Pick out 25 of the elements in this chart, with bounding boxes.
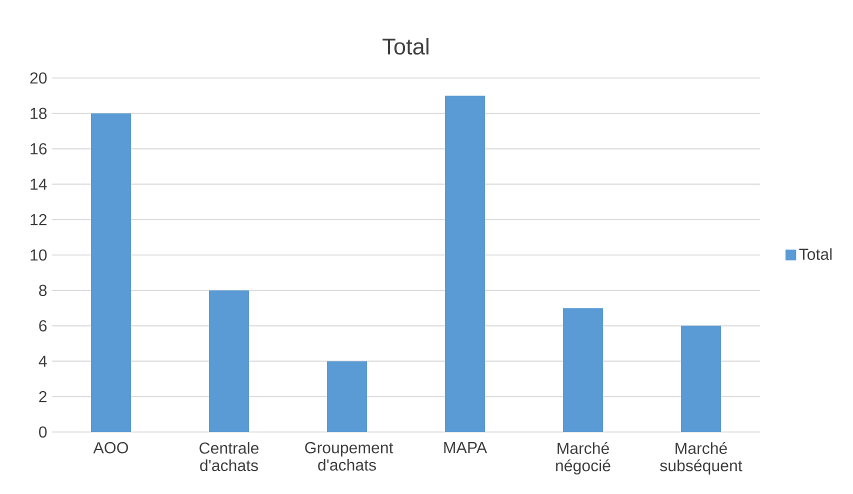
y-tick-label: 16: [30, 143, 47, 154]
bar: [445, 96, 486, 432]
x-tick-label: Groupement d'achats: [305, 442, 394, 471]
y-tick-label: 20: [30, 72, 47, 84]
y-tick-label: 8: [39, 284, 47, 296]
bar: [563, 308, 603, 432]
bar: [327, 361, 367, 432]
x-tick-label: AOO: [93, 442, 128, 454]
x-tick-label: Marché négocié: [556, 442, 610, 474]
y-tick-label: 18: [30, 108, 47, 120]
bar: [209, 290, 250, 432]
y-tick-label: 12: [30, 214, 46, 226]
y-tick-label: 4: [38, 356, 47, 367]
x-tick-label: Centrale d'achats: [200, 442, 259, 472]
y-tick-label: 6: [39, 320, 47, 332]
bar: [681, 326, 722, 432]
bar: [91, 113, 132, 432]
y-tick-label: 14: [30, 178, 47, 190]
legend-label: Total: [799, 248, 832, 260]
x-tick-label: Marché subséquent: [660, 442, 742, 474]
chart-title: Total: [382, 38, 428, 55]
y-tick-label: 0: [39, 426, 47, 438]
y-tick-label: 2: [39, 391, 46, 402]
x-tick-label: MAPA: [444, 442, 488, 454]
y-tick-label: 10: [30, 249, 47, 261]
